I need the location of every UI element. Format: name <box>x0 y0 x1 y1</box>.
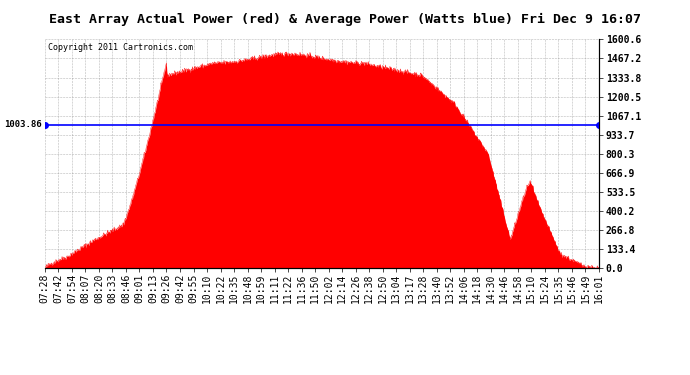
Text: 1003.86: 1003.86 <box>3 120 41 129</box>
Text: Copyright 2011 Cartronics.com: Copyright 2011 Cartronics.com <box>48 43 193 52</box>
Text: East Array Actual Power (red) & Average Power (Watts blue) Fri Dec 9 16:07: East Array Actual Power (red) & Average … <box>49 13 641 26</box>
